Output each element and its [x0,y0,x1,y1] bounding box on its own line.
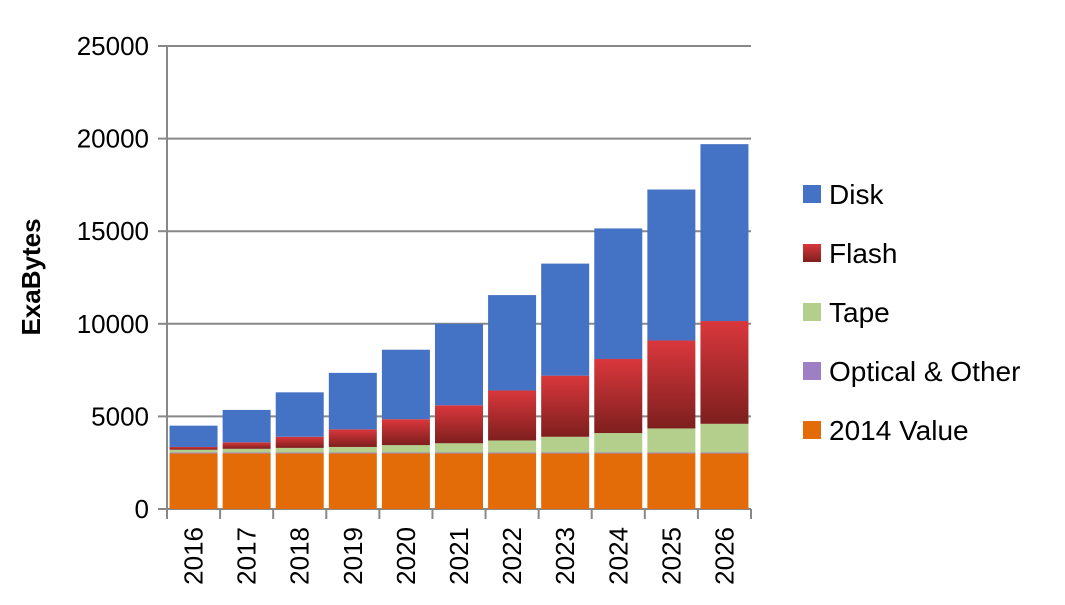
bar-segment [275,447,324,453]
bar-segment [381,445,430,453]
bar-segment [328,453,377,509]
bar-segment [541,452,590,454]
x-tick-label: 2018 [285,527,315,585]
bar-segment [700,423,749,453]
bar-segment [700,144,749,322]
y-axis-title: ExaBytes [16,218,46,335]
x-tick-label: 2023 [550,527,580,585]
bar-segment [647,452,696,454]
bar-segment [328,446,377,453]
bar-segment [381,419,430,446]
bar-segment [222,452,271,454]
legend-label: Optical & Other [829,356,1020,387]
bar-segment [594,453,643,509]
bar-segment [594,358,643,434]
bar-segment [381,349,430,420]
tick-labels: 0 5000 10000 15000 20000 25000 2016 2017 2018 201… [77,31,740,585]
bar-segment [647,453,696,509]
legend-swatch [803,185,821,203]
bar-segment [169,452,218,454]
y-tick-label: 10000 [77,309,149,339]
bar-segment [435,323,483,406]
bar-segment [169,449,218,453]
bar-segment [647,189,696,341]
y-tick-label: 20000 [77,124,149,154]
legend-swatch [803,421,821,439]
bar-segment [328,429,377,447]
x-tick-label: 2026 [709,527,739,585]
y-tick-label: 5000 [91,401,149,431]
legend: Disk Flash Tape Optical & Other 2014 Value [803,179,1020,446]
bar-segment [222,453,271,509]
x-tick-label: 2025 [656,527,686,585]
legend-label: Flash [829,238,897,269]
bar-segment [169,453,218,509]
x-tick-label: 2020 [391,527,421,585]
bar-segment [541,453,590,509]
bar-segment [594,433,643,453]
bars [169,144,749,509]
y-tick-label: 25000 [77,31,149,61]
bar-segment [594,228,643,359]
bar-segment [700,452,749,454]
bar-segment [488,452,537,454]
bar-segment [381,453,430,509]
legend-swatch [803,362,821,380]
bar-segment [381,452,430,454]
bar-segment [435,452,483,454]
bar-segment [700,453,749,509]
bar-segment [435,443,483,453]
bar-segment [222,448,271,453]
x-tick-label: 2016 [179,527,209,585]
bar-segment [435,453,483,509]
bar-segment [222,409,271,443]
bar-segment [488,295,537,391]
bar-segment [435,405,483,444]
x-tick-label: 2022 [497,527,527,585]
x-tick-label: 2017 [232,527,262,585]
x-tick-label: 2019 [338,527,368,585]
bar-segment [700,321,749,424]
bar-segment [275,392,324,437]
y-tick-label: 15000 [77,216,149,246]
bar-segment [275,453,324,509]
bar-segment [594,452,643,454]
bar-segment [222,442,271,449]
bar-segment [328,372,377,430]
bar-segment [541,263,590,376]
bar-segment [541,375,590,437]
bar-segment [488,440,537,453]
bar-segment [647,428,696,453]
bar-segment [169,446,218,450]
bar-segment [169,425,218,447]
legend-label: 2014 Value [829,415,969,446]
legend-label: Tape [829,297,890,328]
bar-segment [328,452,377,454]
x-tick-label: 2021 [444,527,474,585]
bar-segment [541,436,590,453]
bar-segment [488,390,537,441]
y-tick-label: 0 [135,494,149,524]
legend-swatch [803,244,821,262]
legend-swatch [803,303,821,321]
bar-segment [488,453,537,509]
bar-segment [647,340,696,429]
x-tick-label: 2024 [603,527,633,585]
bar-segment [275,436,324,448]
legend-label: Disk [829,179,884,210]
bar-segment [275,452,324,454]
